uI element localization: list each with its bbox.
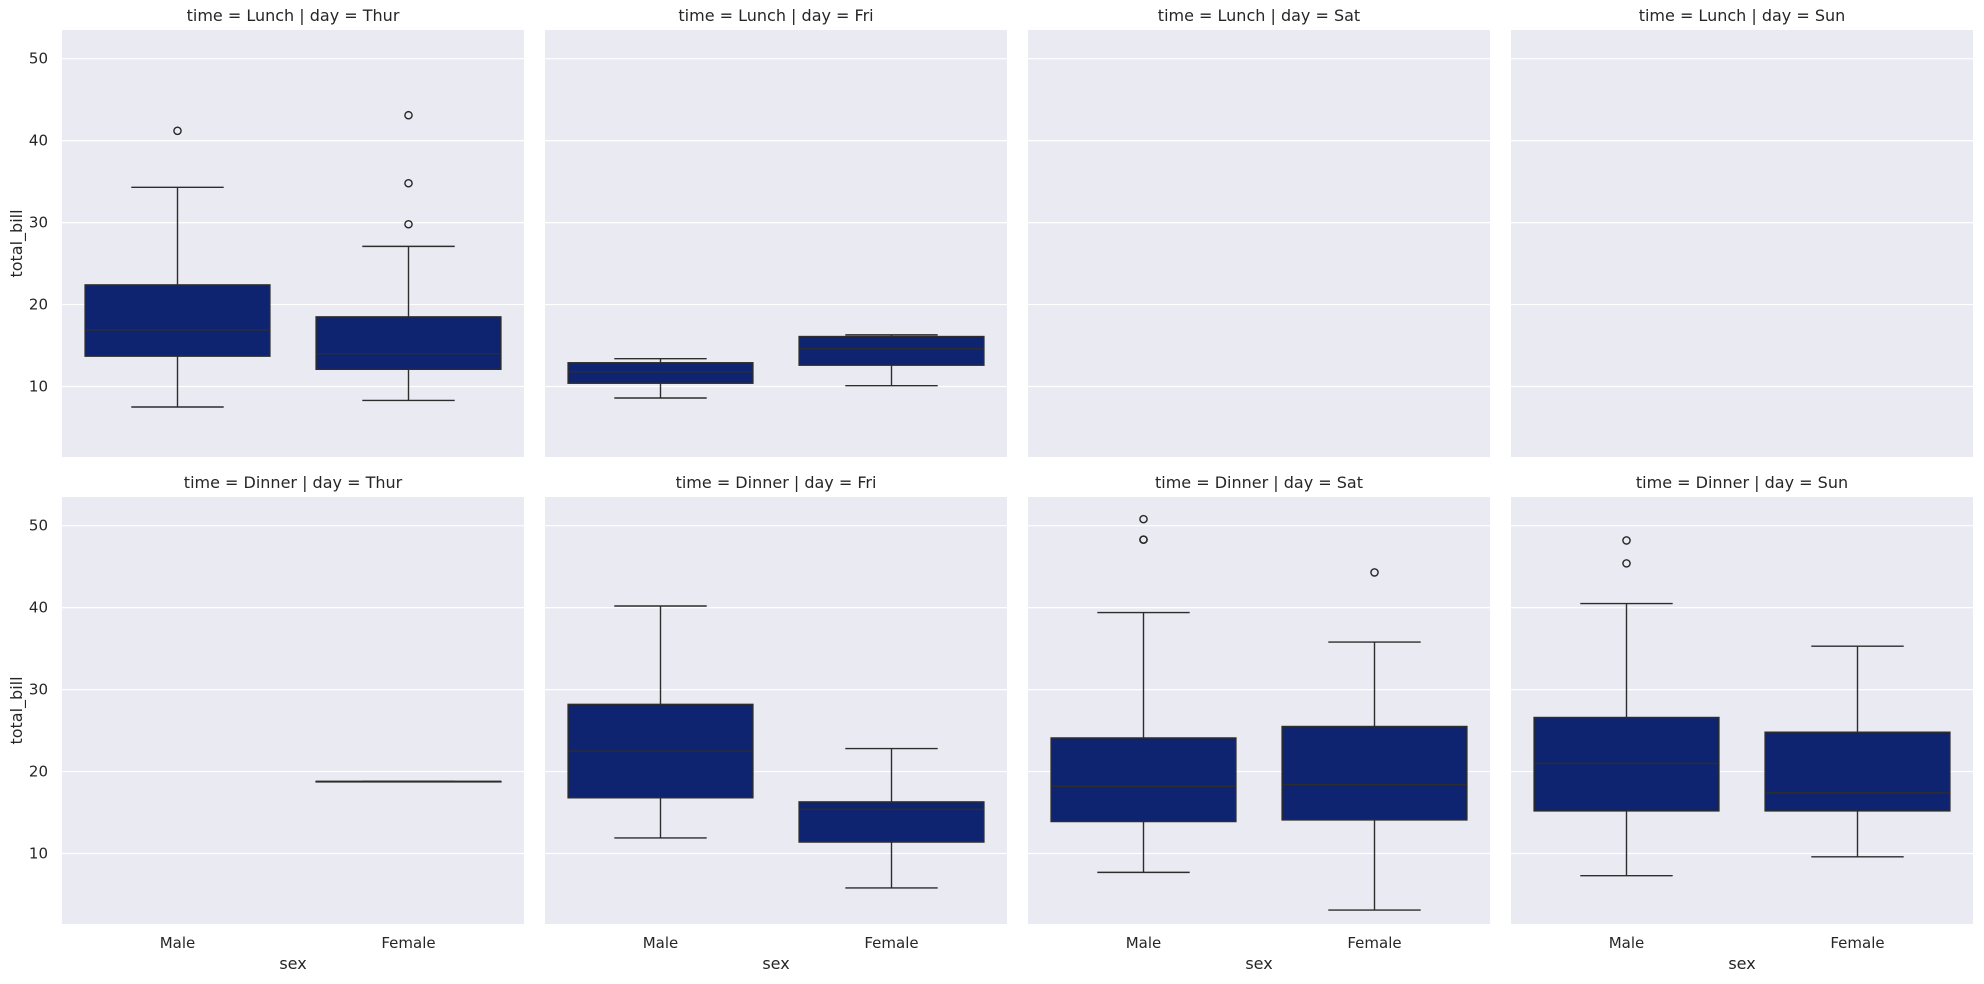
box-iqr (1764, 731, 1951, 812)
box-iqr (798, 335, 985, 366)
y-tick-label: 40 (29, 132, 48, 150)
x-tick-label: Female (1830, 934, 1884, 952)
box-iqr (798, 801, 985, 843)
y-tick-label: 40 (29, 599, 48, 617)
x-tick-label: Male (1126, 934, 1162, 952)
box-outlier-point (1139, 535, 1148, 544)
facet-panel-background (1511, 497, 1973, 924)
y-tick-label: 50 (29, 517, 48, 535)
facet-title: time = Lunch | day = Sun (1639, 6, 1846, 25)
box-iqr (1050, 737, 1237, 823)
facet-title: time = Lunch | day = Thur (187, 6, 400, 25)
box-outlier-point (1370, 568, 1379, 577)
box-outlier-point (404, 178, 413, 188)
x-tick-label: Female (1347, 934, 1401, 952)
x-tick-label: Female (381, 934, 435, 952)
facet-panel-background (62, 497, 524, 924)
facet-panel-background (1028, 30, 1490, 457)
facet-title: time = Dinner | day = Sun (1636, 473, 1848, 492)
y-tick-label: 50 (29, 50, 48, 68)
box-iqr (567, 362, 754, 384)
x-tick-label: Male (643, 934, 679, 952)
facet-title: time = Dinner | day = Sat (1155, 473, 1363, 492)
x-axis-label: sex (279, 954, 306, 973)
facet-panel-background (1028, 497, 1490, 924)
facet-panel-background (1511, 30, 1973, 457)
box-outlier-point (1622, 559, 1631, 568)
facet-panel-background (62, 30, 524, 457)
box-iqr (84, 284, 271, 357)
facet-panel-background (545, 30, 1007, 457)
box-outlier-point (173, 126, 182, 136)
facet-title: time = Lunch | day = Sat (1158, 6, 1360, 25)
y-tick-label: 20 (29, 296, 48, 314)
x-axis-label: sex (1245, 954, 1272, 973)
y-tick-label: 10 (29, 845, 48, 863)
box-outlier-point (404, 219, 413, 229)
y-tick-label: 10 (29, 378, 48, 396)
box-iqr (315, 316, 502, 371)
y-axis-label: total_bill (7, 676, 27, 744)
box-outlier-point (1622, 536, 1631, 545)
box-iqr (1533, 716, 1720, 812)
y-tick-label: 20 (29, 763, 48, 781)
facet-title: time = Lunch | day = Fri (678, 6, 873, 25)
y-axis-label: total_bill (7, 209, 27, 277)
box-outlier-point (404, 110, 413, 120)
y-tick-label: 30 (29, 681, 48, 699)
x-tick-label: Male (160, 934, 196, 952)
y-tick-label: 30 (29, 214, 48, 232)
x-tick-label: Male (1609, 934, 1645, 952)
x-tick-label: Female (864, 934, 918, 952)
x-axis-label: sex (1728, 954, 1755, 973)
x-axis-label: sex (762, 954, 789, 973)
box-iqr (1281, 725, 1468, 821)
facet-title: time = Dinner | day = Thur (184, 473, 403, 492)
box-outlier-point (1139, 514, 1148, 524)
facet-title: time = Dinner | day = Fri (676, 473, 877, 492)
